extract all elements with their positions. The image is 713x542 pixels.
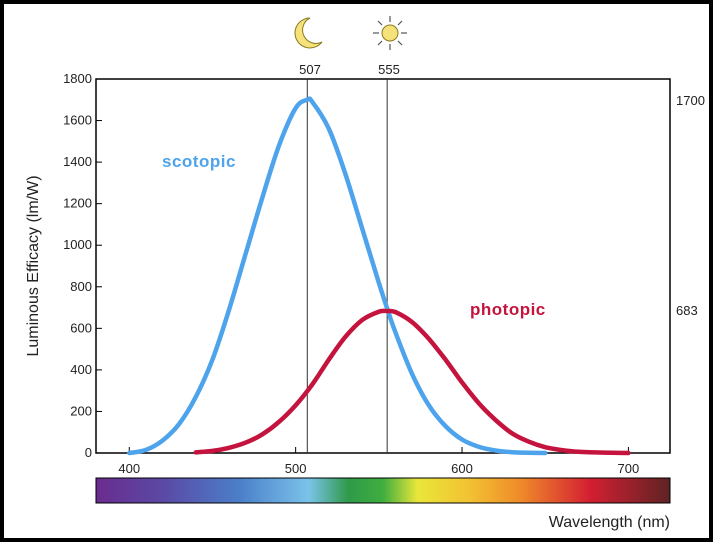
right-label-scotopic-peak: 1700 — [676, 93, 705, 108]
spectrum-bar — [95, 477, 671, 504]
x-tick-label: 700 — [618, 461, 640, 476]
luminous-efficacy-chart: 0 200 400 600 800 1000 1200 1400 1600 1800 400 500… — [25, 16, 705, 531]
series-curves — [127, 96, 631, 456]
y-tick-label: 1600 — [63, 113, 92, 128]
x-tick-label: 500 — [285, 461, 307, 476]
y-tick-label: 1000 — [63, 237, 92, 252]
y-tick-label: 1200 — [63, 196, 92, 211]
series-line-scotopic — [127, 96, 548, 456]
x-axis-title: Wavelength (nm) — [549, 514, 670, 531]
y-tick-label: 400 — [70, 362, 92, 377]
x-tick-label: 400 — [118, 461, 140, 476]
right-label-photopic-peak: 683 — [676, 303, 698, 318]
chart-frame: 0 200 400 600 800 1000 1200 1400 1600 1800 400 500… — [4, 4, 709, 538]
series-label-photopic: photopic — [470, 300, 546, 319]
sun-icon — [373, 16, 407, 50]
y-tick-label: 600 — [70, 320, 92, 335]
series-label-scotopic: scotopic — [162, 152, 236, 171]
y-axis-title: Luminous Efficacy (lm/W) — [25, 175, 42, 356]
moon-icon — [294, 17, 323, 49]
y-axis-ticks: 0 200 400 600 800 1000 1200 1400 1600 1800 — [63, 71, 102, 460]
annotation-label-507: 507 — [299, 62, 321, 77]
y-tick-label: 0 — [85, 445, 92, 460]
y-tick-label: 1800 — [63, 71, 92, 86]
y-tick-label: 800 — [70, 279, 92, 294]
annotation-label-555: 555 — [378, 62, 400, 77]
x-tick-label: 600 — [451, 461, 473, 476]
x-axis-ticks: 400 500 600 700 — [118, 447, 639, 476]
series-line-photopic — [193, 308, 631, 456]
y-tick-label: 1400 — [63, 154, 92, 169]
y-tick-label: 200 — [70, 403, 92, 418]
plot-border — [95, 78, 671, 454]
